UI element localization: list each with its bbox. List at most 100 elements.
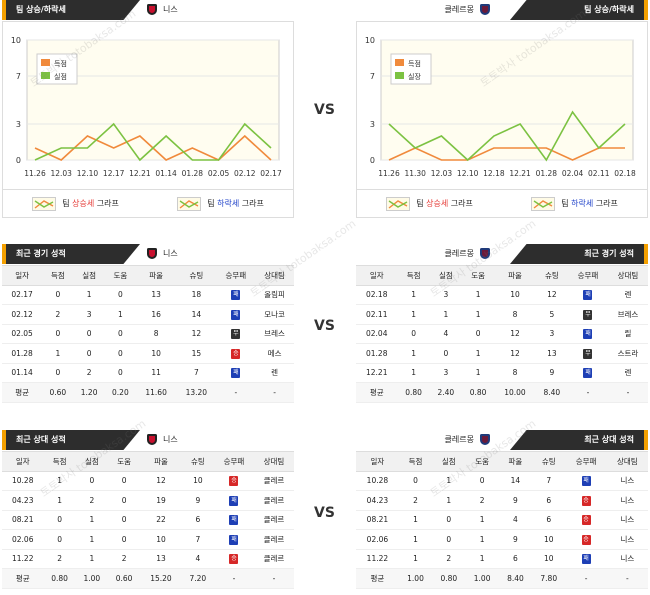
- table-cell: 2: [398, 490, 433, 511]
- table-cell: 4: [498, 510, 533, 530]
- table-cell: 6: [181, 510, 214, 530]
- concede-series-line: [34, 122, 272, 162]
- legend-down: 팀 하락세 그라프: [531, 196, 618, 211]
- x-tick-label: 02.05: [208, 169, 230, 178]
- result-badge: 패: [229, 495, 239, 506]
- table-cell: 12: [535, 285, 568, 305]
- table-cell: 12: [494, 343, 536, 364]
- column-header: 승무패: [213, 452, 254, 472]
- table-cell: 9: [498, 529, 533, 550]
- result-cell: 패: [567, 324, 608, 344]
- x-tick-label: 11.26: [24, 169, 46, 178]
- table-cell: 0: [107, 471, 141, 491]
- average-cell: 0.80: [43, 568, 76, 589]
- x-tick-label: 11.26: [378, 169, 400, 178]
- left-h2h-panel: 최근 상대 성적 니스 일자 득점 실점 도움 파울 슈팅 승무패 상대팀 10.28 1 0 0 12…: [2, 430, 294, 589]
- column-header: 상대팀: [253, 452, 294, 472]
- down-trend-icon: [177, 196, 202, 211]
- result-cell: 패: [565, 471, 607, 491]
- average-cell: 평균: [2, 382, 43, 403]
- nice-logo-icon: [147, 248, 157, 259]
- average-cell: 평균: [356, 382, 398, 403]
- result-badge: 패: [583, 290, 593, 301]
- table-cell: 13: [140, 549, 182, 569]
- table-cell: 올림피: [255, 285, 294, 305]
- average-cell: 1.20: [73, 382, 105, 403]
- average-cell: 11.60: [136, 382, 177, 403]
- table-cell: 1: [397, 363, 430, 383]
- y-tick-label: 10: [11, 36, 21, 45]
- legend-down: 팀 하락세 그라프: [177, 196, 264, 211]
- table-cell: 1: [43, 471, 76, 491]
- table-row: 04.23 1 2 0 19 9 패 클레르: [2, 490, 294, 511]
- table-cell: 1: [461, 343, 495, 364]
- table-cell: 0: [75, 471, 108, 491]
- table-cell: 3: [429, 285, 462, 305]
- x-tick-label: 12.18: [483, 169, 505, 178]
- average-cell: 8.40: [498, 568, 533, 589]
- result-cell: 무: [567, 304, 608, 325]
- left-trend-header: 팀 상승/하락세 니스: [2, 0, 294, 22]
- left-chart-box: 0 3 7 10 11.26 12.03 12.10 12.17 12.21 01.14 01.28…: [2, 22, 294, 218]
- column-header: 슈팅: [181, 452, 214, 472]
- table-cell: 01.14: [2, 363, 43, 383]
- table-cell: 3: [535, 324, 568, 344]
- table-cell: 10.28: [2, 471, 44, 491]
- average-row: 평균 0.60 1.20 0.20 11.60 13.20- -: [2, 382, 294, 403]
- table-cell: 1: [104, 304, 137, 325]
- score-legend-label: 득점: [54, 60, 67, 68]
- table-cell: 0: [104, 343, 137, 364]
- table-cell: 10.28: [356, 471, 399, 491]
- table-cell: 9: [181, 490, 214, 511]
- table-cell: 02.18: [356, 285, 398, 305]
- table-row: 02.04 0 4 0 12 3 패 릴: [356, 324, 648, 344]
- y-tick-label: 3: [16, 120, 21, 129]
- result-cell: 승: [565, 529, 607, 550]
- column-header: 득점: [42, 266, 74, 286]
- table-row: 08.21 0 1 0 22 6 패 클레르: [2, 510, 294, 530]
- table-cell: 02.12: [2, 304, 43, 325]
- table-cell: 0: [42, 285, 74, 305]
- table-cell: 1: [397, 343, 430, 364]
- column-header: 파울: [498, 452, 533, 472]
- result-cell: 패: [216, 363, 256, 383]
- result-badge: 승: [231, 348, 241, 359]
- column-header: 슈팅: [176, 266, 217, 286]
- table-cell: 9: [498, 490, 533, 511]
- average-cell: 15.20: [140, 568, 182, 589]
- table-cell: 11: [136, 363, 177, 383]
- column-header: 득점: [43, 452, 76, 472]
- table-cell: 렌: [255, 363, 294, 383]
- column-header: 상대팀: [606, 452, 648, 472]
- table-cell: 12.21: [356, 363, 398, 383]
- table-cell: 0: [432, 510, 466, 530]
- up-trend-icon: [32, 196, 57, 211]
- result-cell: 무: [216, 324, 256, 344]
- table-cell: 1: [73, 285, 105, 305]
- table-cell: 02.11: [356, 304, 398, 325]
- table-cell: 6: [532, 490, 566, 511]
- table-cell: 6: [532, 510, 566, 530]
- nice-logo-icon: [147, 434, 157, 445]
- table-cell: 14: [176, 304, 217, 325]
- table-cell: 니스: [606, 549, 648, 569]
- table-cell: 1: [465, 549, 499, 569]
- column-header: 슈팅: [535, 266, 568, 286]
- recent-title: 최근 경기 성적: [510, 244, 648, 264]
- result-cell: 패: [567, 363, 608, 383]
- table-cell: 2: [42, 304, 74, 325]
- down-trend-icon: [531, 196, 556, 211]
- table-cell: 13: [136, 285, 177, 305]
- table-cell: 렌: [607, 363, 648, 383]
- column-header: 실점: [73, 266, 105, 286]
- table-cell: 니스: [606, 510, 648, 530]
- table-row: 04.23 2 1 2 9 6 승 니스: [356, 490, 648, 511]
- average-cell: -: [565, 568, 607, 589]
- legend-up: 팀 상승세 그라프: [32, 196, 119, 211]
- x-tick-label: 02.18: [614, 169, 636, 178]
- table-row: 11.22 2 1 2 13 4 승 클레르: [2, 549, 294, 569]
- table-row: 10.28 1 0 0 12 10 승 클레르: [2, 471, 294, 491]
- table-row: 02.12 2 3 1 16 14 패 모나코: [2, 304, 294, 325]
- table-cell: 10: [532, 549, 566, 569]
- vs-label: VS: [314, 505, 335, 521]
